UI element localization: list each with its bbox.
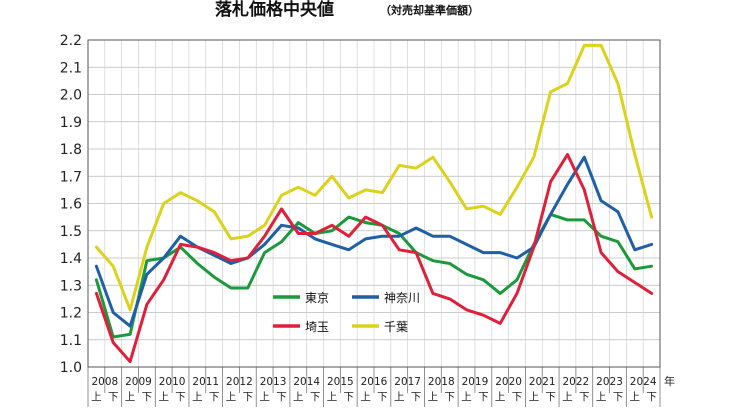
- series-line-1: [94, 155, 654, 328]
- y-tick-label: 2.2: [60, 33, 82, 49]
- x-tick-year: 2022: [563, 376, 590, 388]
- x-tick-half: 下: [411, 391, 422, 403]
- x-tick-half: 下: [276, 391, 287, 403]
- x-tick-year: 2023: [596, 376, 623, 388]
- x-tick-half: 下: [512, 391, 523, 403]
- x-tick-half: 上: [125, 391, 136, 403]
- y-axis: 2.2 2.1 2.0 1.9 1.8 1.7 1.6 1.5 1.4 1.3 1.2 1.1 1.0: [60, 33, 82, 376]
- x-tick-half: 上: [428, 391, 439, 403]
- series-lines: [94, 43, 654, 364]
- series-line-2: [94, 153, 654, 364]
- y-tick-label: 1.9: [60, 115, 82, 131]
- x-tick-half: 下: [344, 391, 355, 403]
- x-tick-half: 下: [646, 391, 657, 403]
- x-tick-half: 上: [562, 391, 573, 403]
- x-tick-half: 上: [394, 391, 405, 403]
- x-tick-half: 上: [529, 391, 540, 403]
- x-tick-year: 2018: [428, 376, 455, 388]
- y-tick-label: 1.3: [60, 278, 82, 294]
- x-tick-year: 2017: [394, 376, 421, 388]
- x-tick-half: 下: [444, 391, 455, 403]
- x-tick-half: 上: [91, 391, 102, 403]
- y-tick-label: 1.5: [60, 224, 82, 240]
- x-tick-half: 下: [310, 391, 321, 403]
- x-tick-year: 2021: [529, 376, 556, 388]
- x-tick-half: 上: [327, 391, 338, 403]
- x-tick-year: 2011: [192, 376, 219, 388]
- x-tick-half: 下: [579, 391, 590, 403]
- x-tick-half: 下: [243, 391, 254, 403]
- x-tick-half: 上: [360, 391, 371, 403]
- series-line-0: [94, 212, 654, 339]
- x-tick-half: 上: [596, 391, 607, 403]
- y-tick-label: 1.0: [60, 360, 82, 376]
- x-tick-year: 2019: [462, 376, 489, 388]
- x-tick-half: 上: [158, 391, 169, 403]
- y-tick-label: 2.1: [60, 60, 82, 76]
- grid-lines: [87, 39, 661, 368]
- x-tick-year: 2012: [226, 376, 253, 388]
- x-tick-year: 2016: [361, 376, 388, 388]
- x-tick-half: 上: [192, 391, 203, 403]
- x-tick-year: 2010: [159, 376, 186, 388]
- x-tick-year: 2008: [91, 376, 118, 388]
- x-tick-half: 上: [293, 391, 304, 403]
- x-tick-year: 2009: [125, 376, 152, 388]
- y-tick-label: 1.8: [60, 142, 82, 158]
- x-tick-half: 下: [142, 391, 153, 403]
- x-tick-half: 下: [209, 391, 220, 403]
- y-tick-label: 1.2: [60, 306, 82, 322]
- x-tick-half: 下: [478, 391, 489, 403]
- y-tick-label: 1.6: [60, 197, 82, 213]
- x-tick-half: 上: [495, 391, 506, 403]
- x-tick-half: 下: [175, 391, 186, 403]
- x-tick-year: 2020: [495, 376, 522, 388]
- y-tick-label: 1.4: [60, 251, 82, 267]
- legend-label: 神奈川: [384, 291, 420, 305]
- chart-title: 落札価格中央値: [215, 0, 334, 20]
- x-tick-half: 上: [259, 391, 270, 403]
- x-tick-half: 下: [613, 391, 624, 403]
- y-tick-label: 1.1: [60, 333, 82, 349]
- x-tick-half: 下: [545, 391, 556, 403]
- plot-frame: [87, 39, 661, 368]
- x-tick-half: 上: [461, 391, 472, 403]
- x-tick-half: 上: [226, 391, 237, 403]
- y-tick-label: 2.0: [60, 88, 82, 104]
- x-tick-half: 下: [108, 391, 119, 403]
- legend-label: 千葉: [384, 320, 408, 334]
- x-tick-year: 2013: [260, 376, 287, 388]
- x-axis-unit: 年: [664, 374, 675, 388]
- x-tick-half: 下: [377, 391, 388, 403]
- chart-subtitle: （対売却基準価額）: [380, 3, 479, 17]
- y-tick-label: 1.7: [60, 169, 82, 185]
- x-tick-year: 2024: [630, 376, 657, 388]
- legend-label: 埼玉: [305, 320, 329, 334]
- x-tick-year: 2015: [327, 376, 354, 388]
- x-tick-half: 上: [630, 391, 641, 403]
- series-line-3: [94, 43, 654, 312]
- x-tick-year: 2014: [293, 376, 320, 388]
- legend-label: 東京: [305, 291, 329, 305]
